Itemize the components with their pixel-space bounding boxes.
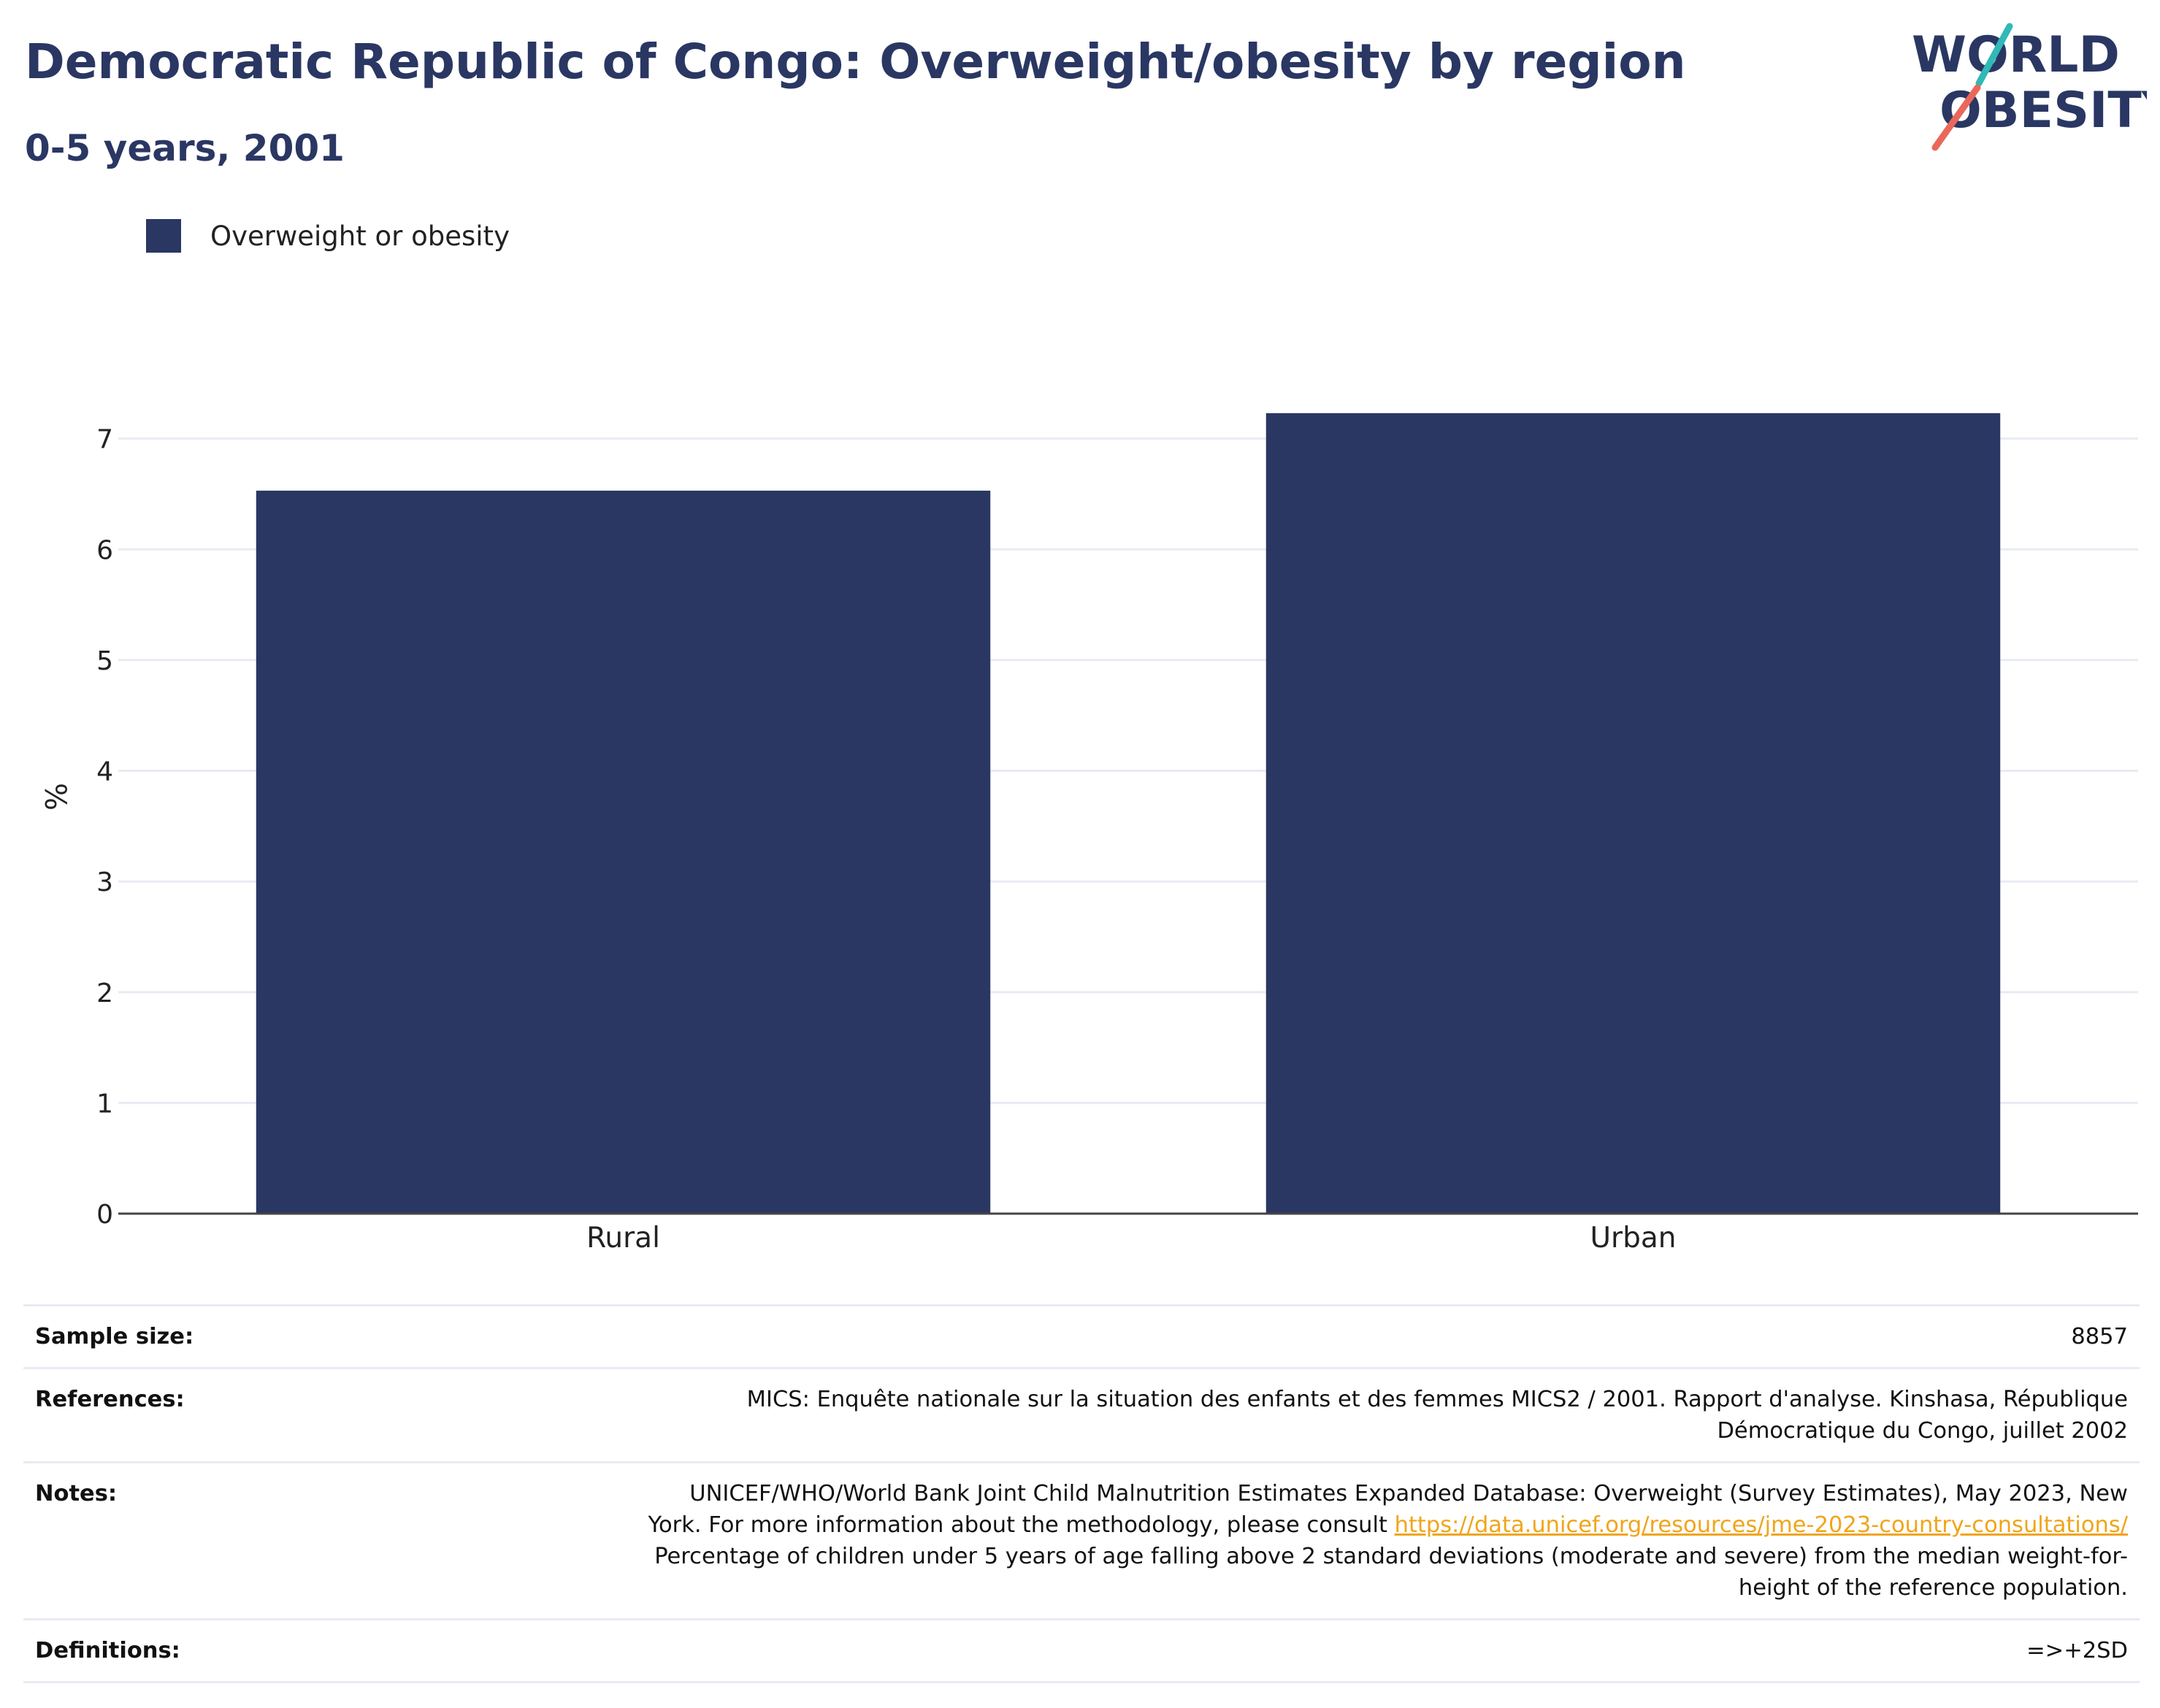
bar-urban bbox=[1265, 413, 2001, 1214]
notes-line-2: York. For more information about the met… bbox=[648, 1512, 1395, 1538]
y-tick-label-7: 7 bbox=[96, 425, 113, 455]
sample-size-value: 8857 bbox=[353, 1304, 2140, 1369]
chart-subtitle: 0-5 years, 2001 bbox=[25, 127, 345, 169]
chart-title: Democratic Republic of Congo: Overweight… bbox=[25, 34, 1686, 90]
y-tick-label-5: 5 bbox=[96, 646, 113, 676]
references-line-1: MICS: Enquête nationale sur la situation… bbox=[746, 1387, 2128, 1412]
notes-line-4: height of the reference population. bbox=[1738, 1575, 2128, 1601]
references-line-2: Démocratique du Congo, juillet 2002 bbox=[1717, 1418, 2128, 1444]
y-tick-label-3: 3 bbox=[96, 868, 113, 897]
logo-slash-teal bbox=[1975, 23, 2013, 87]
info-row-definitions: Definitions: =>+2SD bbox=[23, 1619, 2140, 1683]
info-row-references: References: MICS: Enquête nationale sur … bbox=[23, 1368, 2140, 1463]
x-tick-label-rural: Rural bbox=[586, 1222, 660, 1255]
definitions-label: Definitions: bbox=[23, 1619, 353, 1683]
notes-label: Notes: bbox=[23, 1462, 353, 1620]
notes-value: UNICEF/WHO/World Bank Joint Child Malnut… bbox=[353, 1462, 2140, 1620]
info-row-sample-size: Sample size: 8857 bbox=[23, 1304, 2140, 1369]
axis-labels: 0 1 2 3 4 5 6 7 Rural Urban% bbox=[38, 425, 1676, 1255]
y-axis-title: % bbox=[38, 783, 72, 811]
y-tick-label-6: 6 bbox=[96, 535, 113, 565]
y-tick-label-4: 4 bbox=[96, 757, 113, 787]
bars bbox=[256, 413, 2001, 1214]
bar-chart: 0 1 2 3 4 5 6 7 Rural Urban% bbox=[38, 413, 2138, 1255]
y-tick-label-0: 0 bbox=[96, 1200, 113, 1230]
bar-rural bbox=[256, 490, 991, 1214]
legend-swatch bbox=[146, 219, 181, 253]
y-tick-label-1: 1 bbox=[96, 1089, 113, 1119]
world-obesity-logo: WORLD OBESITY bbox=[1912, 23, 2147, 151]
notes-line-1: UNICEF/WHO/World Bank Joint Child Malnut… bbox=[689, 1481, 2128, 1506]
methodology-link[interactable]: https://data.unicef.org/resources/jme-20… bbox=[1394, 1512, 2128, 1538]
references-label: References: bbox=[23, 1368, 353, 1463]
sample-size-label: Sample size: bbox=[23, 1304, 353, 1369]
references-value: MICS: Enquête nationale sur la situation… bbox=[353, 1368, 2140, 1463]
legend-label: Overweight or obesity bbox=[210, 220, 510, 252]
info-row-notes: Notes: UNICEF/WHO/World Bank Joint Child… bbox=[23, 1462, 2140, 1620]
notes-line-3: Percentage of children under 5 years of … bbox=[654, 1544, 2128, 1569]
x-tick-label-urban: Urban bbox=[1590, 1222, 1677, 1255]
definitions-value: =>+2SD bbox=[353, 1619, 2140, 1683]
info-table: Sample size: 8857 References: MICS: Enqu… bbox=[23, 1304, 2140, 1683]
legend: Overweight or obesity bbox=[146, 219, 510, 253]
logo-text-world: WORLD bbox=[1912, 26, 2120, 84]
y-tick-label-2: 2 bbox=[96, 979, 113, 1008]
logo-slash-coral bbox=[1931, 84, 1981, 151]
